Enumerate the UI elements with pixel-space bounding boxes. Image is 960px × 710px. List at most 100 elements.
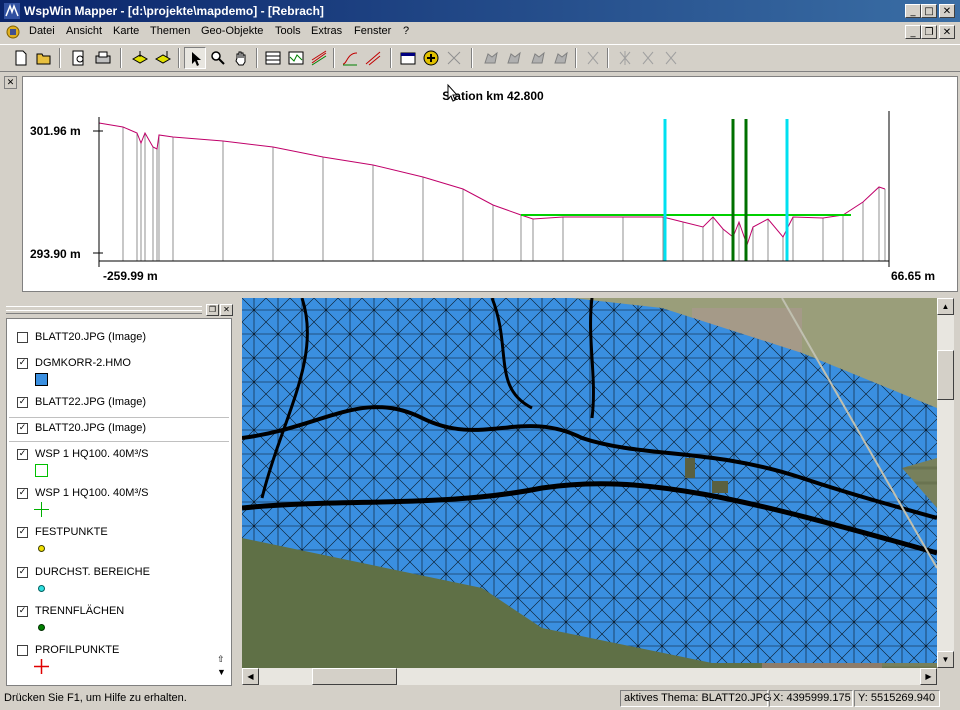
legend-item-label: BLATT20.JPG (Image) xyxy=(35,422,147,434)
layer-remove-button[interactable] xyxy=(152,47,174,69)
menu-tools[interactable]: Tools xyxy=(275,25,301,37)
toolbar-separator xyxy=(333,48,335,68)
legend-item[interactable]: ✓ DGMKORR-2.HMO xyxy=(7,355,231,389)
river-bank-line xyxy=(242,481,937,556)
print-button[interactable] xyxy=(92,47,114,69)
add-icon xyxy=(423,50,439,66)
scroll-up-icon[interactable]: ⇧ xyxy=(217,654,225,664)
legend-divider xyxy=(9,417,229,418)
geo-tool-3-button[interactable] xyxy=(527,47,549,69)
scroll-thumb[interactable] xyxy=(312,668,397,685)
legend-item[interactable]: ✓ DURCHST. BEREICHE xyxy=(7,564,231,598)
geo-tool-1-button[interactable] xyxy=(480,47,502,69)
green-dot-icon xyxy=(38,624,45,631)
zoom-button[interactable] xyxy=(207,47,229,69)
line-draw-button[interactable] xyxy=(339,47,361,69)
profile-close-button[interactable]: ✕ xyxy=(4,76,17,89)
open-button[interactable] xyxy=(33,47,55,69)
line-edit-button[interactable] xyxy=(362,47,384,69)
legend-item[interactable]: ✓ BLATT22.JPG (Image) xyxy=(7,394,231,416)
geo-tool-1-icon xyxy=(484,51,498,64)
scroll-left-button[interactable]: ◀ xyxy=(242,668,259,685)
legend-item[interactable]: ✓ FESTPUNKTE xyxy=(7,524,231,558)
legend-checkbox[interactable]: ✓ xyxy=(17,423,28,434)
scroll-down-button[interactable]: ▼ xyxy=(937,651,954,668)
open-icon xyxy=(36,53,51,65)
legend-list[interactable]: BLATT20.JPG (Image) ✓ DGMKORR-2.HMO ✓ BL… xyxy=(6,318,232,686)
table-icon xyxy=(265,51,281,65)
mdi-restore-button[interactable]: ❐ xyxy=(921,25,937,39)
legend-checkbox[interactable]: ✓ xyxy=(17,567,28,578)
measure-button[interactable] xyxy=(443,47,465,69)
map-vertical-scrollbar[interactable]: ▲ ▼ xyxy=(937,298,954,668)
legend-item[interactable]: ✓ WSP 1 HQ100. 40M³/S xyxy=(7,485,231,519)
new-button[interactable] xyxy=(10,47,32,69)
legend-item[interactable]: PROFILPUNKTE xyxy=(7,642,231,676)
map-horizontal-scrollbar[interactable]: ◀ ▶ xyxy=(242,668,937,685)
status-bar: Drücken Sie F1, um Hilfe zu erhalten. ak… xyxy=(0,688,960,710)
toolbar xyxy=(0,44,960,72)
legend-checkbox[interactable] xyxy=(17,332,28,343)
legend-item-label: BLATT20.JPG (Image) xyxy=(35,331,147,343)
scroll-up-button[interactable]: ▲ xyxy=(937,298,954,315)
legend-item[interactable]: ✓ WSP 1 HQ100. 40M³/S xyxy=(7,446,231,480)
legend-grip[interactable] xyxy=(6,310,202,314)
scroll-right-button[interactable]: ▶ xyxy=(920,668,937,685)
pointer-button[interactable] xyxy=(184,47,206,69)
print-icon xyxy=(95,51,111,64)
menu-help[interactable]: ? xyxy=(403,25,410,37)
legend-item[interactable]: ✓ TRENNFLÄCHEN xyxy=(7,603,231,637)
island xyxy=(685,458,695,478)
geo-tool-6-button[interactable] xyxy=(614,47,636,69)
mdi-close-button[interactable]: ✕ xyxy=(939,25,955,39)
properties-button[interactable] xyxy=(397,47,419,69)
legend-checkbox[interactable]: ✓ xyxy=(17,488,28,499)
print-preview-button[interactable] xyxy=(68,47,90,69)
blue-fill-square-icon xyxy=(35,373,48,386)
pan-button[interactable] xyxy=(230,47,252,69)
table-button[interactable] xyxy=(262,47,284,69)
legend-restore-button[interactable]: ❐ xyxy=(206,304,219,316)
profile-view[interactable]: Station km 42.800 301.96 m 293.90 m -259… xyxy=(22,76,958,292)
map-view[interactable] xyxy=(242,298,937,668)
geo-tool-7-button[interactable] xyxy=(637,47,659,69)
x-min-label: -259.99 m xyxy=(103,269,158,283)
zoom-icon xyxy=(211,51,225,65)
section-button[interactable] xyxy=(308,47,330,69)
legend-checkbox[interactable]: ✓ xyxy=(17,527,28,538)
layer-add-button[interactable] xyxy=(129,47,151,69)
mdi-minimize-button[interactable]: _ xyxy=(905,25,921,39)
geo-tool-6-icon xyxy=(619,51,631,65)
menu-extras[interactable]: Extras xyxy=(311,25,343,37)
menu-ansicht[interactable]: Ansicht xyxy=(66,25,103,37)
legend-checkbox[interactable]: ✓ xyxy=(17,449,28,460)
scroll-thumb[interactable] xyxy=(937,350,954,400)
profile-button[interactable] xyxy=(285,47,307,69)
legend-item[interactable]: BLATT20.JPG (Image) xyxy=(7,329,231,351)
add-button[interactable] xyxy=(420,47,442,69)
legend-checkbox[interactable] xyxy=(17,645,28,656)
legend-checkbox[interactable]: ✓ xyxy=(17,397,28,408)
menu-geo-objekte[interactable]: Geo-Objekte xyxy=(201,25,264,37)
menu-datei[interactable]: Datei xyxy=(29,25,55,37)
menu-themen[interactable]: Themen xyxy=(150,25,191,37)
scroll-down-icon[interactable]: ▼ xyxy=(217,667,226,677)
profile-chart: Station km 42.800 301.96 m 293.90 m -259… xyxy=(30,83,935,283)
legend-close-button[interactable]: ✕ xyxy=(220,304,233,316)
toolbar-separator xyxy=(471,48,473,68)
close-button[interactable]: ✕ xyxy=(939,4,955,18)
maximize-button[interactable]: □ xyxy=(921,4,937,18)
geo-tool-8-button[interactable] xyxy=(660,47,682,69)
menu-fenster[interactable]: Fenster xyxy=(354,25,392,37)
legend-item[interactable]: ✓ BLATT20.JPG (Image) xyxy=(7,420,231,442)
geo-tool-4-button[interactable] xyxy=(550,47,572,69)
legend-checkbox[interactable]: ✓ xyxy=(17,606,28,617)
minimize-button[interactable]: _ xyxy=(905,4,921,18)
red-cross-icon xyxy=(34,659,49,674)
menu-karte[interactable]: Karte xyxy=(113,25,140,37)
layer-remove-icon xyxy=(155,51,171,64)
geo-tool-2-button[interactable] xyxy=(503,47,525,69)
document-icon[interactable] xyxy=(6,25,20,39)
geo-tool-5-button[interactable] xyxy=(582,47,604,69)
legend-checkbox[interactable]: ✓ xyxy=(17,358,28,369)
